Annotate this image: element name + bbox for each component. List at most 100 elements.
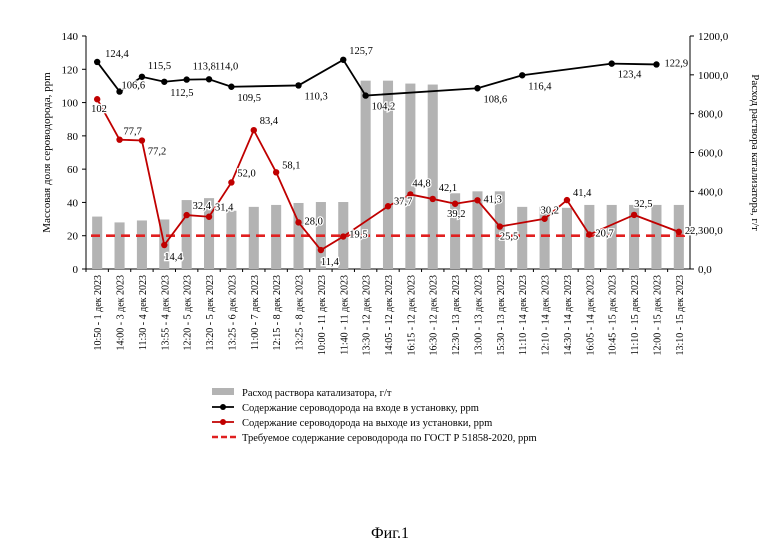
outlet-data-label: 14,4: [164, 252, 183, 263]
inlet-data-label: 115,5: [148, 61, 171, 72]
x-tick-label: 12:10 - 14 дек 2023: [541, 275, 552, 356]
right-tick-label: 1200,0: [698, 31, 729, 43]
x-tick-label: 14:05 - 12 дек 2023: [384, 275, 395, 356]
outlet-point: [161, 242, 167, 248]
outlet-data-label: 42,1: [439, 183, 457, 194]
outlet-data-label: 19,5: [349, 230, 367, 241]
inlet-data-label: 113,8: [193, 62, 216, 73]
inlet-point: [94, 59, 100, 65]
legend-label: Требуемое содержание сероводорода по ГОС…: [242, 433, 537, 444]
inlet-point: [206, 76, 212, 82]
outlet-data-label: 25,5: [500, 232, 518, 243]
x-tick-label: 12:30 - 13 дек 2023: [451, 275, 462, 356]
outlet-point: [318, 247, 324, 253]
outlet-point: [385, 203, 391, 209]
outlet-point: [497, 223, 503, 229]
x-tick-label: 10:50 - 1 дек 2023: [93, 275, 104, 351]
inlet-point: [161, 79, 167, 85]
right-tick-label: 400,0: [698, 186, 723, 198]
right-tick-label: 1000,0: [698, 70, 729, 82]
outlet-point: [631, 212, 637, 218]
outlet-point: [228, 179, 234, 185]
left-tick-label: 140: [62, 31, 79, 43]
inlet-point: [139, 74, 145, 80]
outlet-data-label: 28,0: [305, 216, 323, 227]
x-tick-label: 12:15 - 8 дек 2023: [272, 275, 283, 351]
legend-label: Содержание сероводорода на выходе из уст…: [242, 418, 492, 429]
outlet-data-label: 11,4: [321, 257, 340, 268]
x-tick-label: 13:00 - 13 дек 2023: [473, 275, 484, 356]
inlet-data-label: 106,6: [122, 81, 146, 92]
outlet-point: [273, 169, 279, 175]
x-tick-label: 11:40 - 11 дек 2023: [339, 275, 350, 355]
outlet-point: [116, 136, 122, 142]
x-tick-label: 13:30 - 12 дек 2023: [362, 275, 373, 356]
outlet-point: [586, 231, 592, 237]
figure-caption: Фиг.1: [371, 525, 409, 542]
left-tick-label: 20: [67, 231, 79, 243]
inlet-data-label: 114,0: [215, 61, 238, 72]
x-tick-label: 14:00 - 3 дек 2023: [116, 275, 127, 351]
outlet-data-label: 77,7: [124, 127, 142, 138]
inlet-point: [519, 72, 525, 78]
catalyst-bar: [92, 217, 102, 269]
outlet-data-label: 44,8: [412, 178, 430, 189]
catalyst-bar: [405, 84, 415, 269]
x-tick-label: 13:25 - 6 дек 2023: [227, 275, 238, 351]
outlet-point: [474, 197, 480, 203]
x-tick-label: 16:30 - 12 дек 2023: [429, 275, 440, 356]
inlet-data-label: 124,4: [105, 49, 129, 60]
left-tick-label: 120: [62, 64, 79, 76]
left-tick-label: 100: [62, 98, 79, 110]
inlet-data-label: 110,3: [305, 91, 328, 102]
legend-bar-swatch: [212, 388, 234, 395]
outlet-data-label: 20,7: [595, 229, 613, 240]
x-tick-label: 13:20 - 5 дек 2023: [205, 275, 216, 351]
left-tick-label: 80: [67, 131, 79, 143]
outlet-point: [676, 229, 682, 235]
outlet-data-label: 41,3: [483, 194, 501, 205]
x-tick-label: 12:00 - 15 дек 2023: [652, 275, 663, 356]
inlet-point: [183, 76, 189, 82]
catalyst-bar: [361, 81, 371, 269]
inlet-point: [609, 60, 615, 66]
catalyst-bar: [562, 208, 572, 269]
inlet-data-label: 122,9: [664, 58, 688, 69]
outlet-point: [183, 212, 189, 218]
x-tick-label: 13:25 - 8 дек 2023: [295, 275, 306, 351]
inlet-point: [228, 84, 234, 90]
inlet-data-label: 123,4: [618, 70, 642, 81]
x-tick-label: 14:30 - 14 дек 2023: [563, 275, 574, 356]
right-tick-label: 0,0: [698, 264, 712, 276]
outlet-point: [430, 196, 436, 202]
right-tick-label: 600,0: [698, 148, 723, 160]
left-axis-title: Массовая доля сероводорода, ppm: [41, 72, 53, 233]
left-tick-label: 60: [67, 164, 79, 176]
legend-label: Содержание сероводорода на входе в устан…: [242, 403, 479, 414]
catalyst-bar: [517, 207, 527, 269]
outlet-data-label: 52,0: [237, 168, 255, 179]
catalyst-bar: [137, 220, 147, 269]
left-tick-label: 0: [73, 264, 79, 276]
catalyst-bar: [428, 85, 438, 269]
x-tick-label: 11:10 - 15 дек 2023: [630, 275, 641, 355]
right-axis-title: Расход раствора катализатора, г/т: [749, 74, 761, 231]
catalyst-bar: [226, 211, 236, 269]
x-tick-label: 12:20 - 5 дек 2023: [183, 275, 194, 351]
chart-svg: 0204060801001201400,0200,0400,0600,0800,…: [0, 0, 780, 552]
x-tick-label: 10:45 - 15 дек 2023: [608, 275, 619, 356]
legend-label: Расход раствора катализатора, г/т: [242, 388, 392, 399]
x-tick-label: 11:00 - 7 дек 2023: [250, 275, 261, 350]
outlet-point: [564, 197, 570, 203]
outlet-point: [251, 127, 257, 133]
outlet-data-label: 32,4: [193, 201, 212, 212]
legend-marker: [220, 419, 226, 425]
inlet-point: [362, 92, 368, 98]
inlet-data-label: 116,4: [528, 81, 552, 92]
catalyst-bar: [249, 207, 259, 269]
outlet-data-label: 102: [91, 104, 107, 115]
inlet-point: [295, 82, 301, 88]
outlet-point: [452, 201, 458, 207]
chart-figure: 0204060801001201400,0200,0400,0600,0800,…: [0, 0, 780, 552]
inlet-data-label: 108,6: [483, 94, 507, 105]
